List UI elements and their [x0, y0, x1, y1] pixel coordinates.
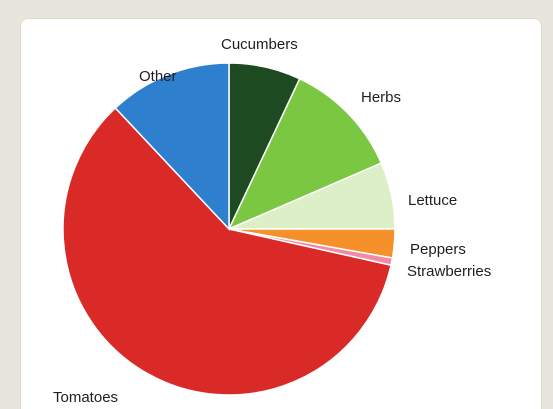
pie-slices [62, 62, 396, 396]
label-peppers: Peppers [410, 241, 466, 258]
pie-labels: Cucumbers Herbs Lettuce Peppers Strawberries… [53, 36, 491, 406]
label-lettuce: Lettuce [408, 192, 457, 209]
label-strawberries: Strawberries [407, 263, 491, 280]
label-herbs: Herbs [361, 89, 401, 106]
pie-chart: Cucumbers Herbs Lettuce Peppers Strawberries… [53, 36, 491, 406]
slice-herbs [227, 77, 383, 231]
chart-panel: Cucumbers Herbs Lettuce Peppers Strawberries… [20, 18, 542, 409]
label-cucumbers: Cucumbers [221, 36, 298, 53]
label-other: Other [139, 68, 177, 85]
slice-tomatoes [62, 106, 392, 396]
slice-other [114, 62, 230, 231]
label-tomatoes: Tomatoes [53, 389, 118, 406]
